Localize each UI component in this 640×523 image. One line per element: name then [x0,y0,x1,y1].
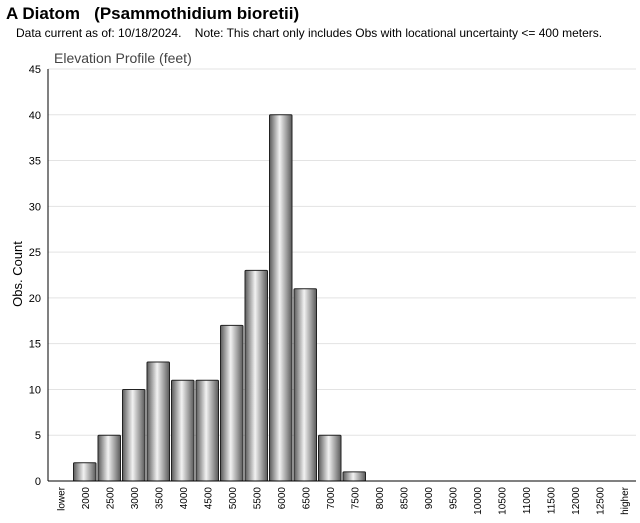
bar-2000 [73,462,97,482]
x-tick-label: 12000 [571,487,582,515]
x-tick-label: 5000 [228,487,239,510]
chart-title: Elevation Profile (feet) [54,50,192,66]
x-tick-label: 10000 [473,487,484,515]
x-tick-label: 9500 [448,487,459,510]
x-tick-label: lower [56,486,67,511]
x-tick-label: 4500 [203,487,214,510]
page-title: A Diatom (Psammothidium bioretii) [6,4,300,23]
bar-5500 [244,269,268,482]
y-tick-label: 45 [29,64,41,76]
y-tick-label: 5 [35,430,41,442]
y-tick-label: 0 [35,476,41,488]
x-tick-label: 3000 [130,487,141,510]
y-tick-label: 15 [29,339,41,351]
y-tick-label: 25 [29,247,41,259]
x-tick-label: 2500 [105,487,116,510]
bar-6500 [293,288,317,482]
x-tick-label: 11500 [546,487,557,515]
bar-6000 [269,114,293,482]
y-tick-label: 10 [29,384,41,396]
bar-4000 [171,379,195,482]
y-tick-labels: 0 5 10 15 20 25 30 35 40 45 [29,64,41,488]
x-tick-label: 2000 [81,487,92,510]
bar-4500 [195,379,219,482]
x-tick-label: higher [620,486,631,514]
bar-3500 [146,361,170,482]
x-tick-labels: lower 2000 2500 3000 3500 4000 4500 5000 5500 600… [56,486,631,514]
x-tick-label: 3500 [154,487,165,510]
x-tick-label: 10500 [497,487,508,515]
bar-7500 [342,471,366,482]
x-tick-label: 7500 [350,487,361,510]
bar-2500 [97,434,121,482]
gridlines [48,68,636,436]
y-tick-label: 30 [29,201,41,213]
x-tick-label: 4000 [179,487,190,510]
bar-5000 [220,324,244,482]
x-tick-label: 12500 [595,487,606,515]
x-tick-label: 6000 [277,487,288,510]
y-tick-label: 20 [29,293,41,305]
axes [47,69,636,482]
y-tick-label: 40 [29,110,41,122]
x-tick-label: 9000 [424,487,435,510]
bars [73,114,366,482]
bar-3000 [122,388,146,482]
x-tick-label: 5500 [252,487,263,510]
x-tick-label: 6500 [301,487,312,510]
data-note: Data current as of: 10/18/2024. Note: Th… [16,26,603,40]
x-tick-label: 8000 [375,487,386,510]
x-tick-label: 8500 [399,487,410,510]
y-tick-label: 35 [29,156,41,168]
bar-7000 [318,434,342,482]
x-tick-label: 7000 [326,487,337,510]
y-axis-label: Obs. Count [10,241,25,307]
x-tick-label: 11000 [522,487,533,515]
